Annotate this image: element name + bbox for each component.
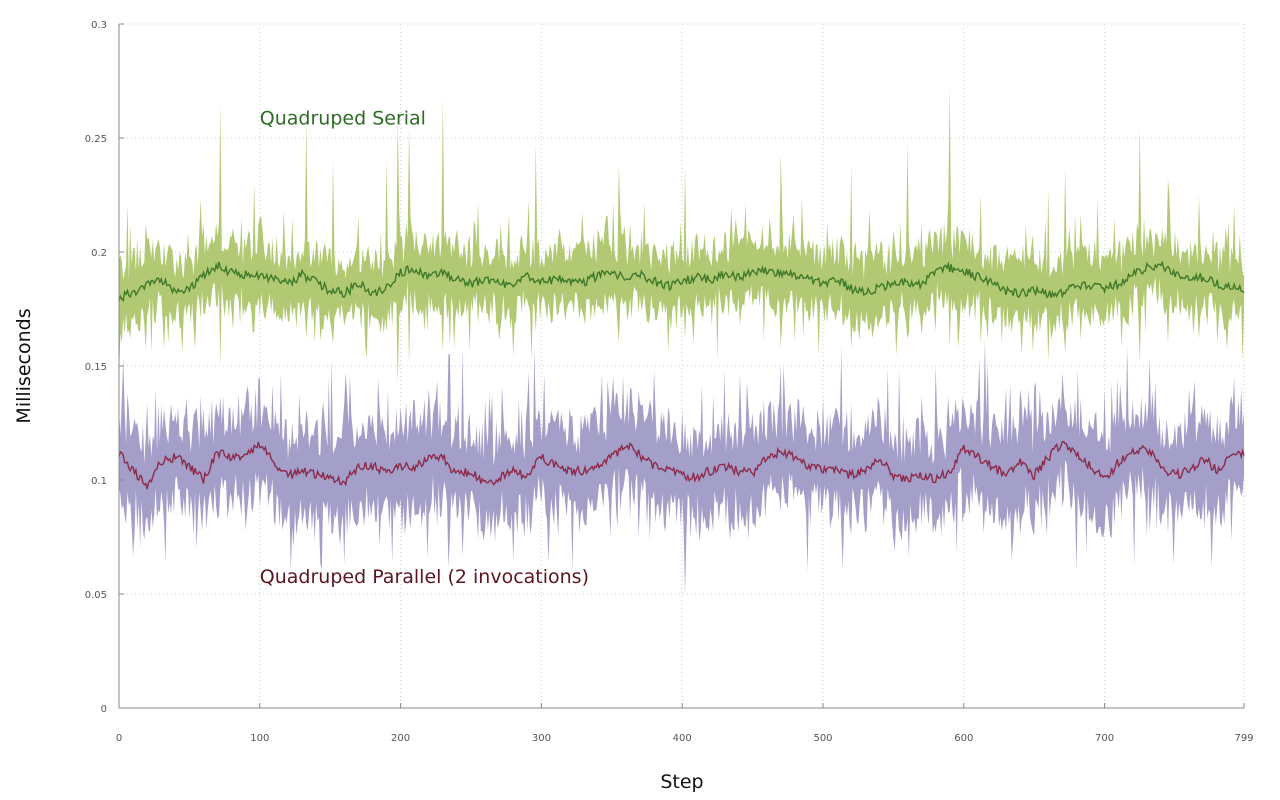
series-mean-line	[118, 260, 1245, 303]
y-tick-label: 0.3	[91, 20, 107, 31]
y-tick-label: 0.2	[91, 248, 107, 259]
x-tick-label: 100	[250, 733, 269, 744]
x-tick-label: 200	[391, 733, 410, 744]
series-band	[119, 339, 1244, 595]
series-band	[119, 87, 1244, 385]
series-label-parallel: Quadruped Parallel (2 invocations)	[260, 566, 589, 588]
series-parallel	[118, 339, 1245, 595]
series-label-serial: Quadruped Serial	[260, 107, 426, 129]
axes	[118, 23, 1245, 709]
y-tick-label: 0.1	[91, 476, 107, 487]
y-tick-label: 0.25	[85, 134, 107, 145]
x-tick-label: 0	[116, 733, 122, 744]
series-mean-line	[118, 440, 1245, 490]
y-tick-label: 0.15	[85, 362, 107, 373]
y-axis-title: Milliseconds	[13, 308, 35, 423]
series-serial	[118, 87, 1245, 385]
x-axis-title: Step	[660, 771, 703, 793]
x-tick-label: 600	[954, 733, 973, 744]
x-tick-label: 500	[813, 733, 832, 744]
tick-labels: 0 0.05 0.1 0.15 0.2 0.25 0.3 0 100 200 300 400 500 60…	[85, 20, 1254, 744]
x-tick-label: 400	[673, 733, 692, 744]
x-tick-label: 799	[1234, 733, 1253, 744]
y-tick-label: 0.05	[85, 590, 107, 601]
x-tick-label: 300	[532, 733, 551, 744]
series-layer	[118, 87, 1245, 595]
x-tick-label: 700	[1095, 733, 1114, 744]
y-tick-label: 0	[101, 704, 107, 715]
